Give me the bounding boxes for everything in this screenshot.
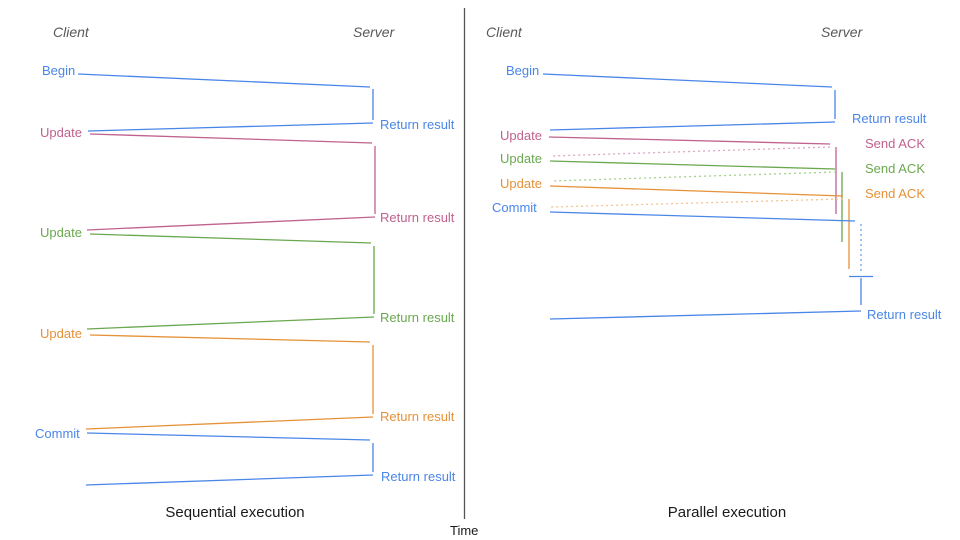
seq-update3-return-label: Return result [380, 409, 455, 424]
par-begin-response-line [549, 121, 836, 131]
seq-begin-request-line [77, 73, 371, 88]
par-update1-flow [548, 136, 837, 214]
par-commit-request-line [549, 211, 856, 222]
par-update3-flow [549, 185, 850, 269]
seq-client-header: Client [53, 24, 89, 40]
seq-update3-label: Update [40, 326, 82, 341]
par-commit-response-line [549, 310, 862, 320]
seq-update1-flow [86, 133, 376, 231]
par-commit-flow [549, 211, 873, 320]
par-begin-flow [542, 73, 836, 131]
seq-update3-request-line [89, 334, 371, 343]
seq-update2-request-line [89, 233, 372, 244]
par-begin-label: Begin [506, 63, 540, 78]
seq-commit-return-label: Return result [381, 469, 456, 484]
par-server-header: Server [821, 24, 863, 40]
par-update3-request-line [549, 185, 844, 197]
seq-update2-return-label: Return result [380, 310, 455, 325]
seq-update1-label: Update [40, 125, 82, 140]
seq-server-header: Server [353, 24, 395, 40]
par-client-header: Client [486, 24, 522, 40]
sequential-caption: Sequential execution [165, 504, 305, 521]
par-update1-request-line [548, 136, 831, 145]
seq-begin-flow [77, 73, 374, 132]
par-update1-ack-label: Send ACK [865, 136, 925, 151]
par-begin-return-label: Return result [852, 111, 927, 126]
seq-update1-response-line [86, 216, 376, 231]
par-commit-return-label: Return result [867, 307, 942, 322]
par-update2-ack-line [550, 171, 837, 182]
seq-update2-flow [86, 233, 375, 330]
par-update2-flow [549, 160, 843, 242]
seq-update3-response-line [85, 416, 374, 430]
seq-update1-request-line [89, 133, 373, 144]
par-update3-ack-line [550, 198, 844, 208]
seq-commit-request-line [86, 432, 371, 441]
par-update1-label: Update [500, 128, 542, 143]
par-update3-ack-label: Send ACK [865, 186, 925, 201]
par-update2-label: Update [500, 151, 542, 166]
seq-commit-response-line [85, 474, 374, 486]
par-update2-ack-label: Send ACK [865, 161, 925, 176]
seq-update2-label: Update [40, 225, 82, 240]
par-begin-request-line [542, 73, 833, 88]
par-update2-request-line [549, 160, 836, 170]
seq-begin-response-line [87, 122, 374, 132]
seq-update2-response-line [86, 316, 375, 330]
seq-update1-return-label: Return result [380, 210, 455, 225]
seq-commit-flow [85, 432, 374, 486]
seq-begin-return-label: Return result [380, 117, 455, 132]
seq-commit-label: Commit [35, 426, 80, 441]
seq-begin-label: Begin [42, 63, 76, 78]
par-commit-label: Commit [492, 200, 537, 215]
parallel-caption: Parallel execution [667, 504, 787, 521]
par-update1-ack-line [550, 146, 831, 157]
seq-update3-flow [85, 334, 374, 430]
par-update3-label: Update [500, 176, 542, 191]
time-axis-label: Time [450, 523, 479, 538]
